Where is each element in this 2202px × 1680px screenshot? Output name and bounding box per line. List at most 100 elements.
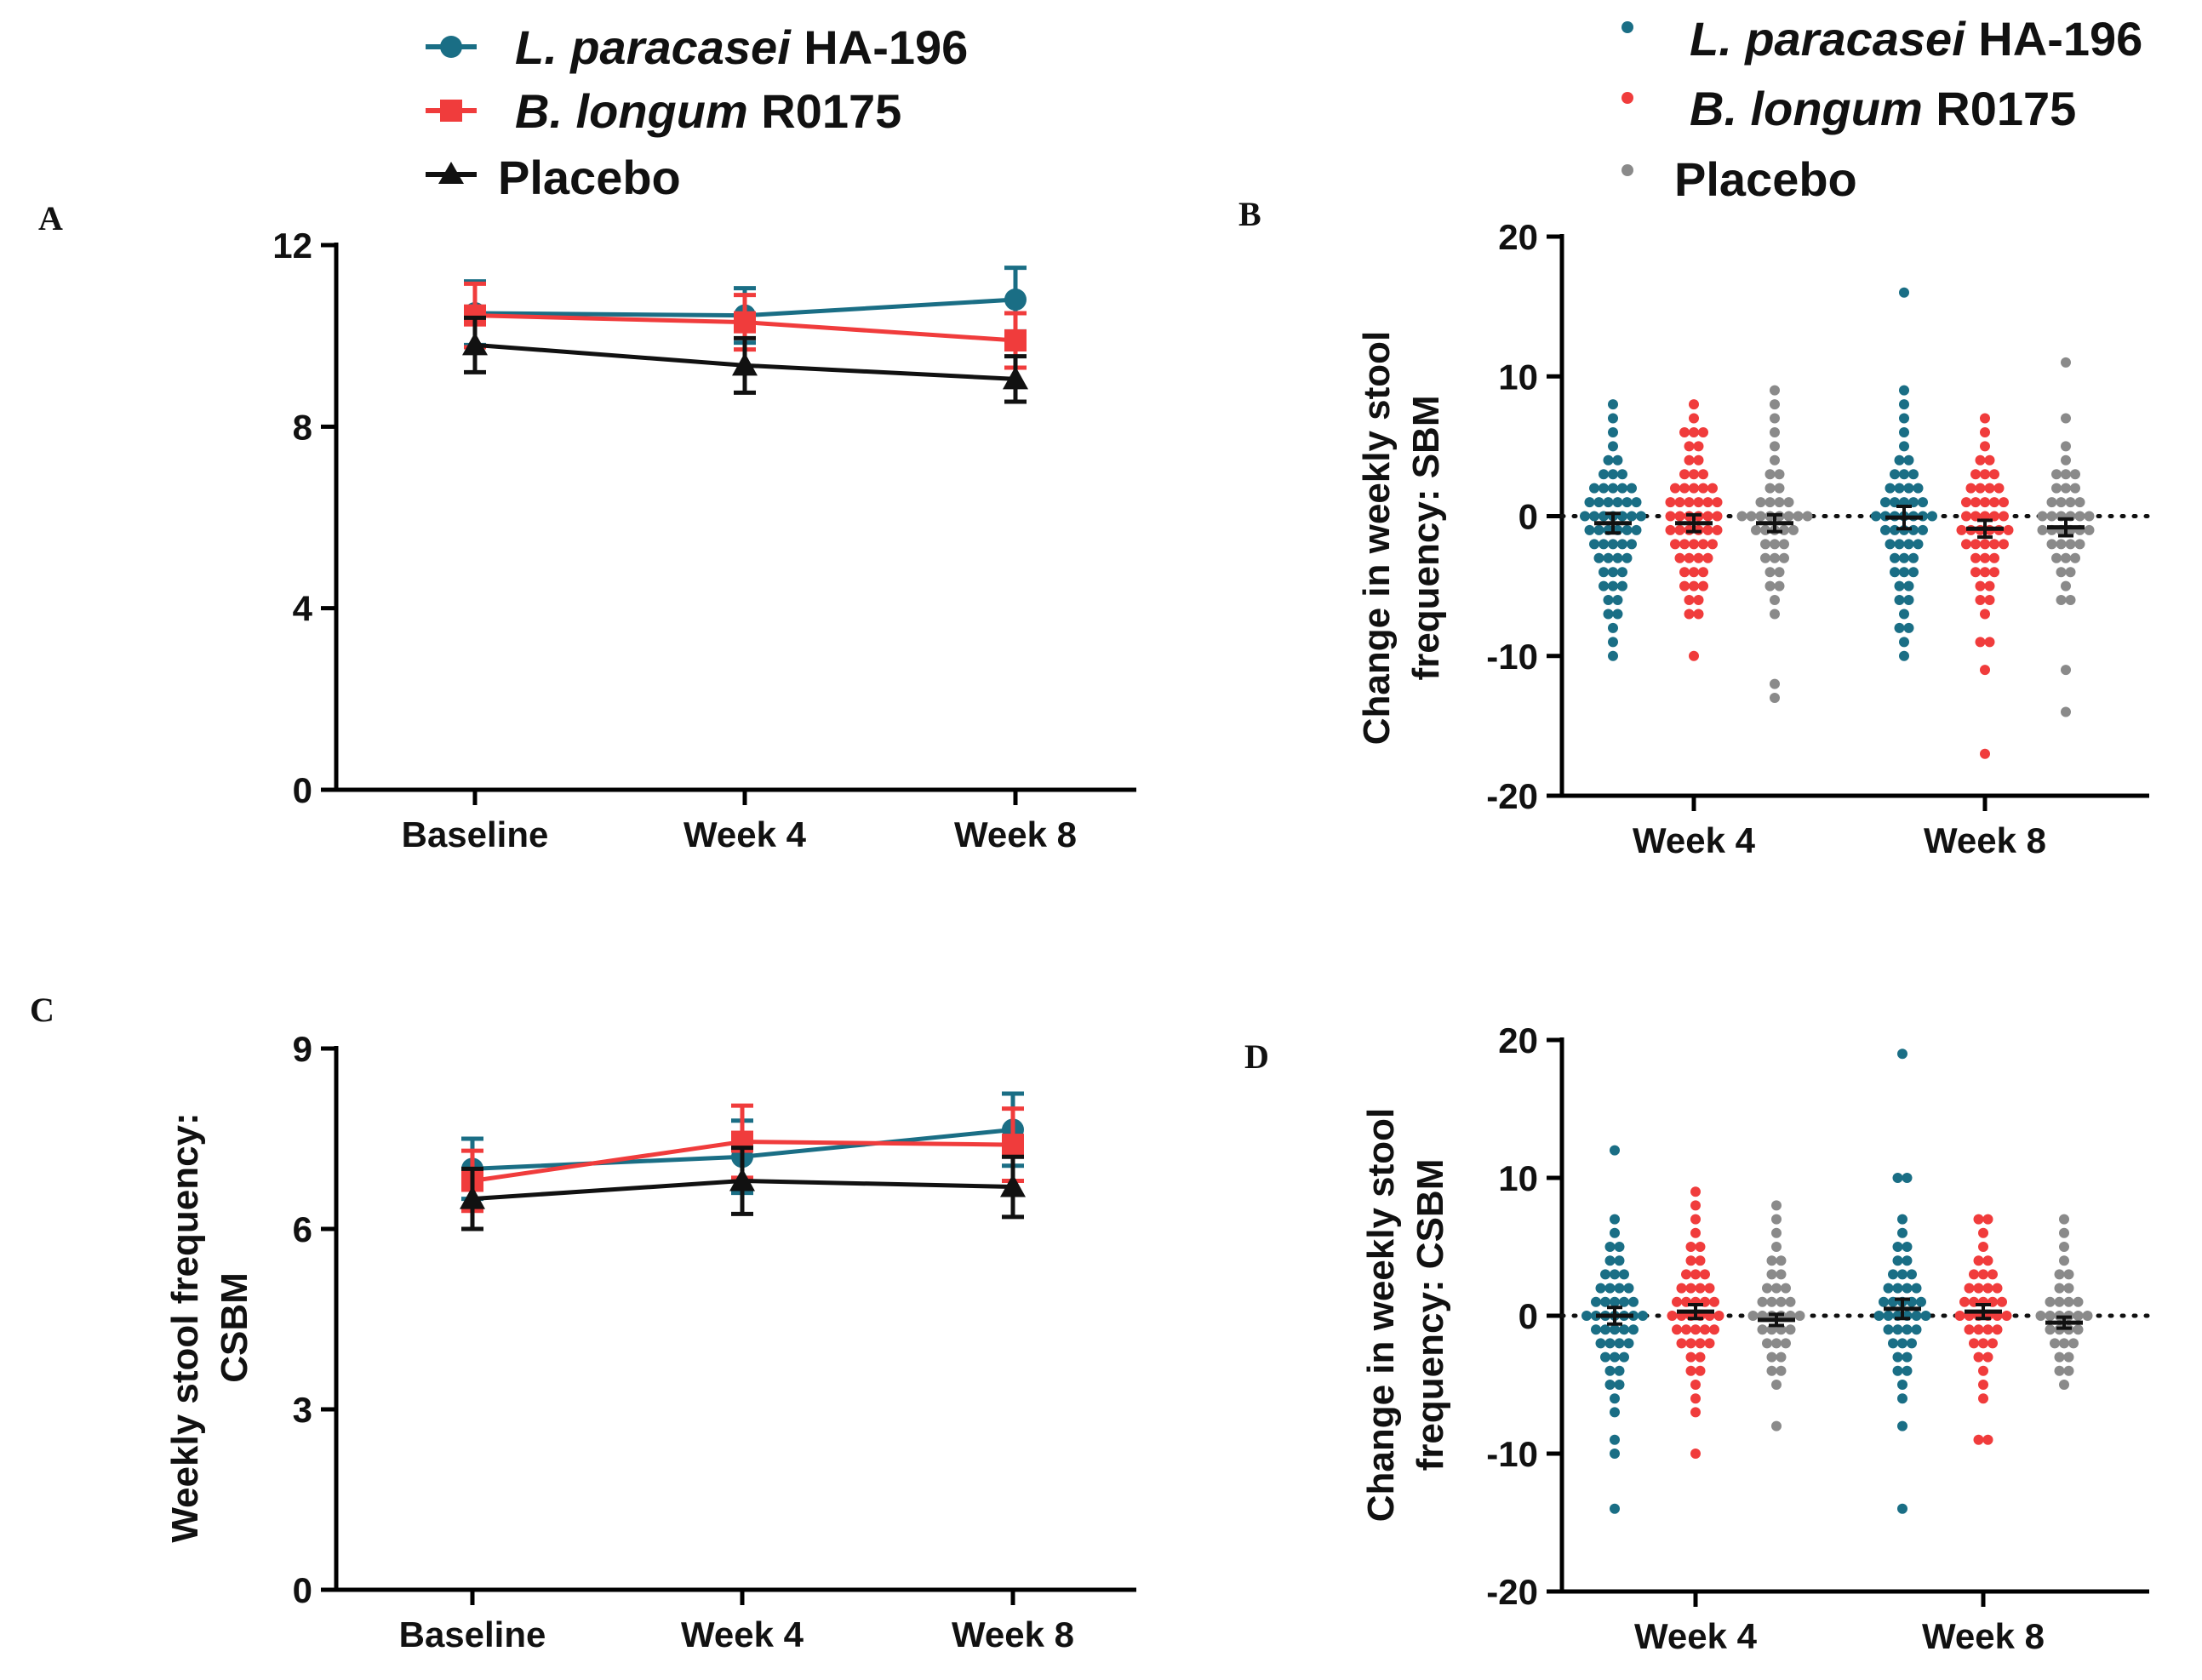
- data-point: [1766, 1269, 1777, 1280]
- data-point: [1685, 1351, 1696, 1363]
- data-point: [1608, 622, 1618, 633]
- legend-left-item-ha196: L. paracasei HA-196: [426, 20, 968, 74]
- data-point: [1603, 609, 1614, 620]
- data-point: [2035, 1311, 2046, 1321]
- data-point: [1690, 1449, 1701, 1459]
- data-point: [1612, 609, 1623, 620]
- data-point: [2037, 511, 2048, 522]
- data-point: [1978, 1227, 1988, 1238]
- data-point: [1973, 1255, 1984, 1266]
- data-point: [1961, 511, 1971, 522]
- data-point: [1684, 552, 1695, 563]
- data-point: [1980, 441, 1990, 452]
- data-point: [1599, 580, 1609, 591]
- data-point: [1593, 524, 1604, 535]
- data-point: [1702, 511, 1713, 522]
- data-point: [1679, 567, 1690, 578]
- data-point: [1762, 1283, 1772, 1294]
- y-axis-label-line: Change in weekly stool: [1360, 1108, 1402, 1523]
- y-tick-label: 4: [293, 589, 313, 629]
- data-point: [1880, 524, 1890, 535]
- y-tick-label: -10: [1486, 1434, 1538, 1474]
- data-point: [1614, 1242, 1625, 1252]
- y-tick-label: -20: [1486, 1572, 1538, 1612]
- data-point: [1997, 1296, 2007, 1307]
- data-point: [1608, 650, 1618, 661]
- data-point: [1975, 595, 1986, 606]
- series-R0175: [464, 281, 1027, 370]
- data-point: [1774, 483, 1785, 494]
- data-point: [1631, 524, 1642, 535]
- data-point: [1984, 637, 1995, 648]
- data-point: [1903, 483, 1914, 494]
- y-tick-label: 6: [293, 1209, 312, 1249]
- data-point: [1770, 399, 1780, 410]
- data-point: [1908, 567, 1919, 578]
- data-point: [1980, 609, 1990, 620]
- data-point: [1890, 567, 1900, 578]
- data-point: [1770, 539, 1780, 550]
- data-point: [1672, 1296, 1682, 1307]
- data-point: [2070, 552, 2080, 563]
- data-point: [1969, 1338, 1979, 1349]
- legend-label: Placebo: [498, 151, 681, 204]
- data-point: [1762, 1338, 1772, 1349]
- data-point: [1980, 748, 1990, 759]
- data-point: [1695, 1351, 1706, 1363]
- data-point: [1911, 1311, 1922, 1321]
- data-point: [1978, 1338, 1988, 1349]
- y-tick-label: 0: [293, 1570, 312, 1610]
- data-point: [1003, 366, 1028, 390]
- data-point: [1589, 511, 1599, 522]
- data-point: [2056, 497, 2067, 508]
- data-point: [1690, 1227, 1701, 1238]
- data-point: [2003, 524, 2014, 535]
- data-point: [2046, 539, 2057, 550]
- data-point: [1988, 1338, 1998, 1349]
- legend-right-item-placebo: Placebo: [1621, 152, 1857, 206]
- data-point: [1709, 1296, 1719, 1307]
- legend-dot-marker: [1621, 92, 1633, 104]
- data-point: [1897, 1269, 1907, 1280]
- chart-panel-c: 0 3 6 9 Baseline Week 4 Week 8 Weekly stool fre…: [164, 1029, 1136, 1654]
- data-point: [1600, 1324, 1610, 1335]
- y-axis-label: Change in weekly stool frequency: CSBM: [1360, 1108, 1451, 1523]
- data-point: [2045, 1296, 2056, 1307]
- data-point: [1892, 1324, 1903, 1335]
- data-point: [1802, 511, 1813, 522]
- data-point: [1980, 567, 1990, 578]
- data-point: [1612, 552, 1623, 563]
- data-point: [1617, 580, 1627, 591]
- data-point: [1621, 524, 1633, 535]
- data-point: [1999, 511, 2009, 522]
- y-tick-label: -20: [1486, 776, 1538, 816]
- data-point: [2054, 1365, 2065, 1376]
- data-point: [2070, 483, 2080, 494]
- data-point: [1685, 1242, 1696, 1252]
- data-point: [1690, 1324, 1701, 1335]
- data-point: [1873, 1311, 1885, 1321]
- x-tick-label: Week 8: [1924, 820, 2046, 860]
- data-point: [1902, 1255, 1913, 1266]
- data-point: [1899, 567, 1909, 578]
- data-point: [1623, 1283, 1634, 1294]
- data-point: [1604, 1242, 1616, 1252]
- data-point: [1689, 426, 1699, 437]
- data-point: [1698, 483, 1708, 494]
- data-point: [2061, 454, 2071, 466]
- data-point: [1600, 1296, 1610, 1307]
- data-point: [1610, 1351, 1620, 1363]
- data-point: [1899, 399, 1909, 410]
- data-point: [1684, 595, 1695, 606]
- data-point: [1608, 580, 1618, 591]
- data-point: [1888, 1338, 1898, 1349]
- data-point: [1623, 1338, 1634, 1349]
- data-point: [2056, 595, 2067, 606]
- data-point: [1885, 539, 1896, 550]
- y-axis-label: Weekly stool frequency: CSBM: [164, 1112, 255, 1542]
- data-point: [1766, 1351, 1777, 1363]
- data-point: [1993, 483, 2005, 494]
- data-point: [1690, 1186, 1701, 1197]
- data-point: [1681, 1324, 1691, 1335]
- data-point: [1628, 1296, 1639, 1307]
